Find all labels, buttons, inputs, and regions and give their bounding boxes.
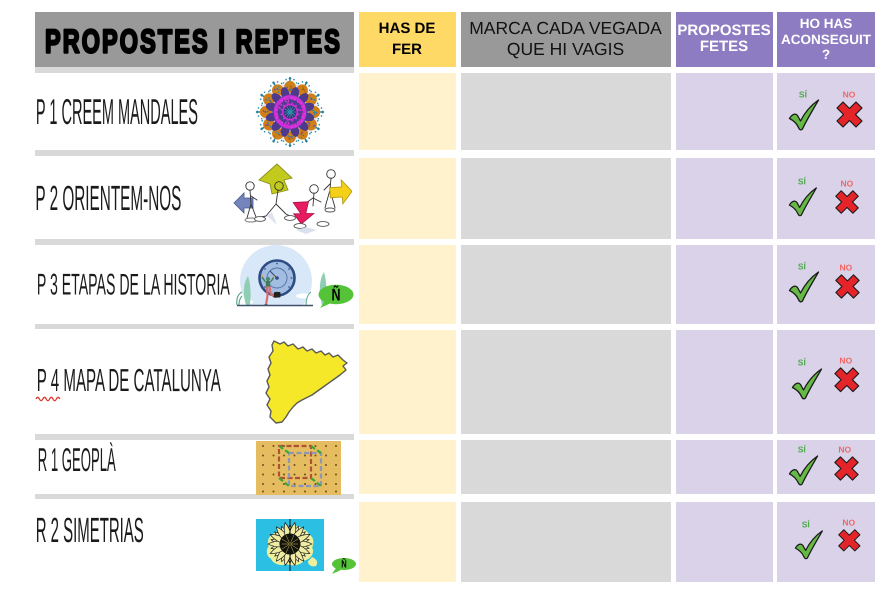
svg-text:PROPOSTES I REPTES: PROPOSTES I REPTES [45, 23, 342, 60]
svg-text:P 4 MAPA DE CATALUNYA: P 4 MAPA DE CATALUNYA [37, 362, 221, 398]
svg-text:Ñ: Ñ [341, 558, 347, 571]
svg-text:P 1 CREEM MANDALES: P 1 CREEM MANDALES [36, 91, 198, 132]
svg-text:P 3 ETAPAS DE LA HISTORIA: P 3 ETAPAS DE LA HISTORIA [37, 269, 230, 302]
svg-text:R 1 GEOPLÀ: R 1 GEOPLÀ [38, 441, 116, 478]
svg-text:R 2 SIMETRIAS: R 2 SIMETRIAS [36, 511, 144, 550]
svg-text:Ñ: Ñ [331, 285, 340, 305]
svg-text:P 2 ORIENTEM-NOS: P 2 ORIENTEM-NOS [35, 179, 181, 218]
